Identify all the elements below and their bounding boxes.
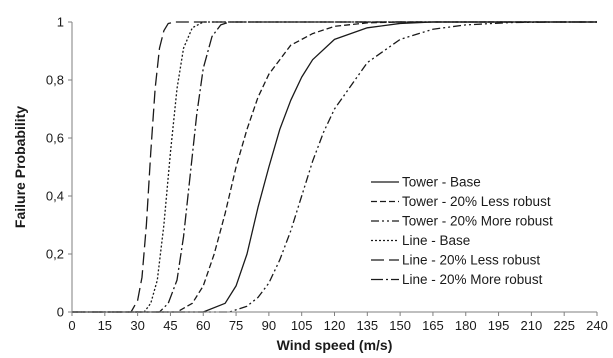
legend-label-2: Tower - 20% Less robust: [402, 194, 551, 209]
legend: Tower - Base Tower - 20% Less robust Tower…: [371, 175, 553, 287]
x-tick-label: 120: [324, 318, 346, 333]
x-axis-ticks: 0 15 30 45 60 75 90 105 120 135 150 165 180 195 210 225…: [68, 312, 608, 333]
x-tick-label: 135: [356, 318, 378, 333]
x-tick-label: 105: [291, 318, 313, 333]
series-line-5: [72, 21, 597, 313]
axes: [71, 22, 597, 313]
legend-label-5: Line - 20% Less robust: [402, 253, 540, 268]
x-tick-label: 210: [521, 318, 543, 333]
series-line-6: [72, 21, 597, 313]
x-tick-label: 180: [455, 318, 477, 333]
plot-lines: [72, 21, 597, 313]
series-line-2: [72, 21, 597, 313]
legend-label-4: Line - Base: [402, 233, 470, 248]
x-tick-label: 90: [262, 318, 276, 333]
y-axis-title: Failure Probability: [12, 106, 28, 228]
x-tick-label: 15: [98, 318, 112, 333]
y-axis-ticks: 0 0,2 0,4 0,6 0,8 1: [46, 15, 72, 320]
y-tick-label: 0,2: [46, 247, 64, 262]
x-axis-title: Wind speed (m/s): [277, 337, 393, 353]
x-tick-label: 0: [68, 318, 75, 333]
legend-label-1: Tower - Base: [402, 175, 481, 190]
x-tick-label: 150: [389, 318, 411, 333]
y-tick-label: 0,4: [46, 189, 64, 204]
x-tick-label: 240: [586, 318, 608, 333]
y-tick-label: 0: [57, 305, 64, 320]
series-line-4: [72, 21, 597, 313]
y-tick-label: 1: [57, 15, 64, 30]
series-line-1: [72, 21, 597, 313]
x-tick-label: 165: [422, 318, 444, 333]
x-tick-label: 195: [488, 318, 510, 333]
x-tick-label: 45: [163, 318, 177, 333]
x-tick-label: 75: [229, 318, 243, 333]
y-tick-label: 0,6: [46, 131, 64, 146]
legend-label-6: Line - 20% More robust: [402, 272, 543, 287]
x-tick-label: 225: [553, 318, 575, 333]
legend-label-3: Tower - 20% More robust: [402, 214, 553, 229]
x-tick-label: 30: [130, 318, 144, 333]
x-tick-label: 60: [196, 318, 210, 333]
series-line-3: [72, 21, 597, 313]
y-tick-label: 0,8: [46, 73, 64, 88]
